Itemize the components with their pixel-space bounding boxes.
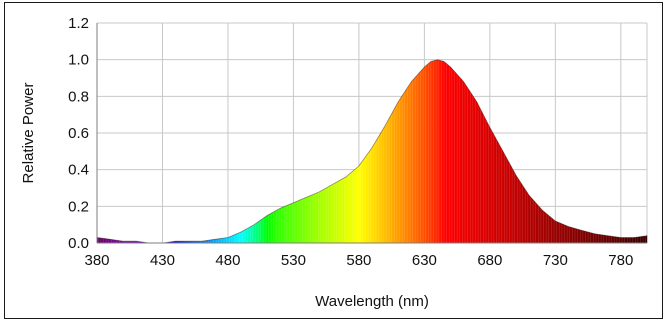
chart-frame: 0.0 0.2 0.4 0.6 0.8 1.0 1.2 380 430 480 530 580 630 6… xyxy=(4,2,663,319)
x-tick-label: 530 xyxy=(281,252,306,269)
x-tick-label: 730 xyxy=(543,252,568,269)
x-tick-label: 580 xyxy=(346,252,371,269)
y-tick-label: 1.0 xyxy=(68,52,89,69)
spectrum-chart: 0.0 0.2 0.4 0.6 0.8 1.0 1.2 380 430 480 530 580 630 6… xyxy=(20,15,648,310)
spectrum-outline xyxy=(96,59,648,244)
axis-layer xyxy=(96,23,647,244)
tick-layer: 0.0 0.2 0.4 0.6 0.8 1.0 1.2 380 430 480 530 580 630 6… xyxy=(68,15,633,269)
area-layer xyxy=(96,59,648,244)
x-axis-title: Wavelength (nm) xyxy=(315,293,429,310)
x-tick-label: 780 xyxy=(608,252,633,269)
y-tick-label: 1.2 xyxy=(68,15,89,32)
y-tick-label: 0.6 xyxy=(68,125,89,142)
y-tick-label: 0.4 xyxy=(68,162,89,179)
x-tick-label: 630 xyxy=(412,252,437,269)
x-tick-label: 430 xyxy=(150,252,175,269)
spectrum-area xyxy=(97,59,647,244)
y-tick-label: 0.8 xyxy=(68,88,89,105)
y-tick-label: 0.0 xyxy=(68,235,89,252)
x-tick-label: 480 xyxy=(215,252,240,269)
y-axis-title: Relative Power xyxy=(20,83,37,184)
x-tick-label: 680 xyxy=(477,252,502,269)
y-tick-label: 0.2 xyxy=(68,198,89,215)
x-tick-label: 380 xyxy=(84,252,109,269)
